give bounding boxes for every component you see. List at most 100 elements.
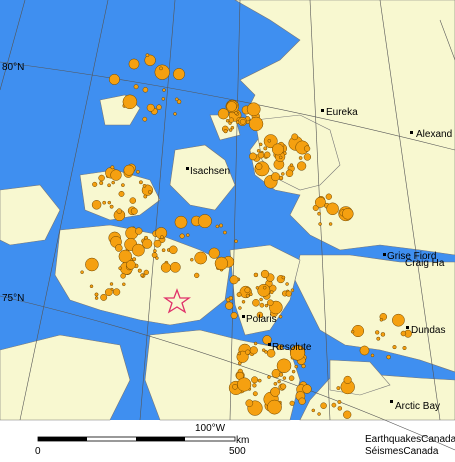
place-marker [390,400,393,403]
earthquake [161,97,166,101]
earthquake [102,200,107,205]
earthquake [137,268,142,273]
earthquake [280,383,287,390]
earthquake [245,399,254,408]
earthquake [161,248,166,253]
earthquake [278,314,283,319]
earthquake [277,379,281,384]
earthquake [252,299,260,307]
earthquake [253,341,258,346]
latitude-label: 80°N [2,62,24,73]
place-label: Isachsen [190,166,230,177]
earthquake [140,273,144,278]
earthquake [135,227,143,235]
earthquake [238,306,242,310]
earthquake [277,344,284,351]
earthquake [236,292,242,298]
earthquake [325,193,332,200]
earthquake [156,104,162,110]
earthquake [375,330,380,335]
earthquake [303,153,312,161]
place-label: Resolute [272,342,312,353]
earthquake [278,372,284,377]
place-label: Dundas [411,325,445,336]
earthquake [281,172,285,176]
earthquake [266,349,276,358]
earthquake [337,400,342,404]
earthquake [282,376,287,380]
earthquake [317,211,321,216]
place-marker [406,326,409,329]
earthquake [228,117,235,123]
earthquake [267,375,271,379]
earthquake [194,251,208,265]
meridian [309,0,331,421]
earthquake [259,297,263,302]
earthquake [288,375,295,381]
latitude-label: 75°N [2,293,24,304]
earthquake [109,282,114,286]
earthquake [380,332,386,337]
epicentre-star [162,288,192,314]
earthquake [291,133,299,141]
earthquake [143,194,148,199]
earthquake [190,257,194,262]
earthquake [225,118,230,123]
earthquake [223,230,227,235]
earthquake [257,378,262,383]
scale-unit: km [236,435,249,446]
earthquake [320,402,327,409]
earthquake [370,353,375,358]
earthquake [269,290,274,295]
earthquake [229,275,239,285]
earthquake [109,204,114,209]
scale-tick: 500 [229,446,246,457]
earthquake [267,299,274,306]
meridian [379,0,441,421]
earthquake [285,169,294,178]
earthquake [252,383,257,388]
earthquake [80,270,84,274]
earthquake [121,183,125,187]
earthquake [234,239,238,243]
scale-bar: 0 500 km [35,435,249,457]
earthquake [400,330,407,337]
earthquake [252,391,258,397]
earthquake [255,286,260,290]
earthquake [146,103,155,112]
earthquake [132,243,145,257]
earthquake [92,181,98,187]
earthquake [230,312,238,319]
place-marker [383,253,386,256]
place-label: Alexand [416,129,452,140]
earthquake [142,116,148,122]
earthquake [273,381,278,386]
earthquake [132,257,137,262]
earthquake [281,275,286,280]
earthquake [154,64,170,80]
earthquake [110,169,122,181]
earthquake [376,336,381,341]
earthquake [142,87,149,93]
earthquake [98,174,105,182]
earthquake [260,269,270,279]
earthquake [271,172,280,182]
earthquake [138,180,143,185]
earthquake [122,94,138,110]
earthquake [336,386,341,391]
earthquake [145,53,150,58]
earthquake [169,261,181,273]
earthquake [248,116,264,132]
earthquake [245,293,250,298]
earthquake [359,345,370,356]
earthquake [290,288,295,292]
earthquake [291,369,296,374]
earthquake [91,200,102,210]
earthquake [128,58,140,70]
earthquake [142,183,147,188]
earthquake [314,196,326,208]
earthquake [237,351,242,356]
earthquake [122,282,126,287]
earthquake [246,102,261,117]
